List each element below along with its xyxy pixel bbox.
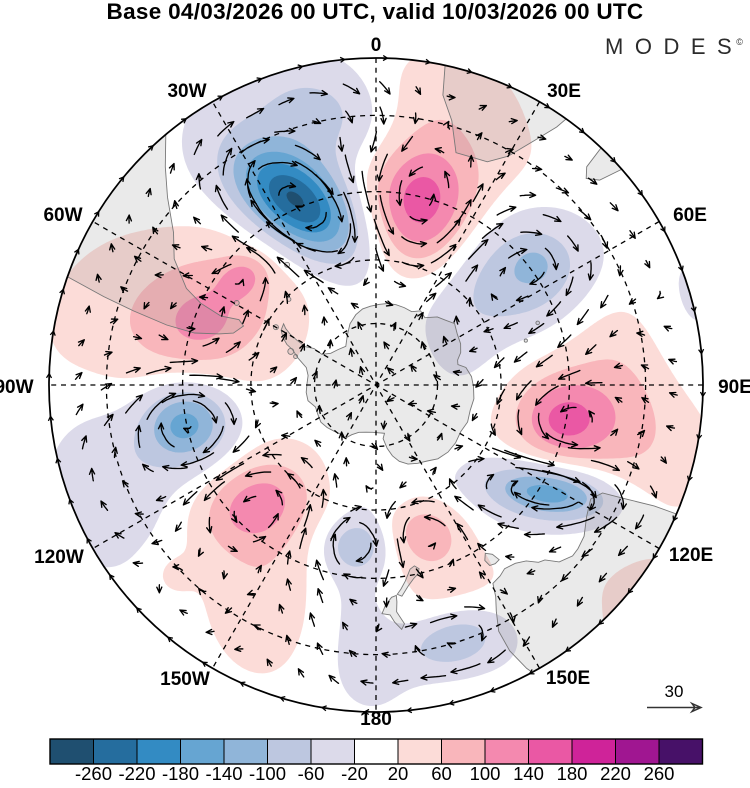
svg-text:220: 220 [600, 763, 631, 783]
svg-text:-60: -60 [298, 763, 325, 783]
svg-text:120E: 120E [669, 545, 713, 566]
svg-text:20: 20 [388, 763, 409, 783]
svg-text:-260: -260 [75, 763, 112, 783]
svg-text:180: 180 [557, 763, 588, 783]
svg-text:180: 180 [360, 709, 392, 730]
svg-text:100: 100 [470, 763, 501, 783]
svg-text:30W: 30W [167, 81, 206, 102]
svg-text:120W: 120W [34, 547, 84, 568]
svg-text:-220: -220 [118, 763, 155, 783]
svg-text:150W: 150W [160, 669, 210, 690]
svg-text:0: 0 [371, 35, 382, 56]
svg-text:-140: -140 [205, 763, 242, 783]
svg-text:90W: 90W [0, 377, 34, 398]
svg-text:260: 260 [644, 763, 675, 783]
svg-text:90E: 90E [718, 377, 750, 398]
svg-text:-20: -20 [341, 763, 368, 783]
svg-text:-180: -180 [162, 763, 199, 783]
svg-text:60E: 60E [673, 205, 707, 226]
svg-text:30: 30 [665, 682, 684, 701]
svg-text:60W: 60W [43, 205, 82, 226]
svg-text:60: 60 [431, 763, 452, 783]
svg-text:30E: 30E [547, 81, 581, 102]
svg-text:-100: -100 [249, 763, 286, 783]
svg-text:140: 140 [513, 763, 544, 783]
svg-text:150E: 150E [546, 668, 590, 689]
